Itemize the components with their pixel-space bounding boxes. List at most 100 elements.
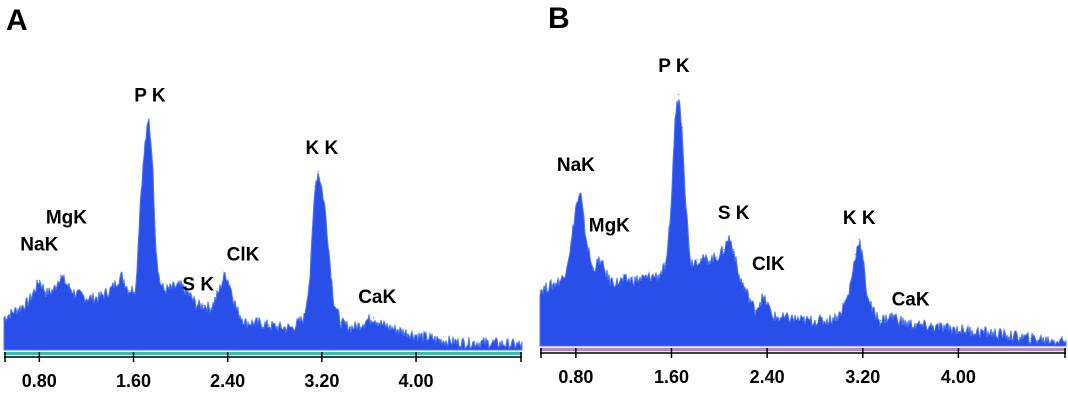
peak-label: ClK xyxy=(227,245,260,266)
spectrum-point xyxy=(1029,337,1031,339)
peak-label: P K xyxy=(658,56,690,77)
spectrum-point xyxy=(26,302,29,304)
spectrum-point xyxy=(280,327,282,329)
spectrum-point xyxy=(790,317,792,319)
spectrum-point xyxy=(1065,340,1067,342)
spectrum-point xyxy=(880,320,882,322)
panel-letter: A xyxy=(6,4,28,37)
spectrum-point xyxy=(723,248,725,251)
baseline-strip xyxy=(540,348,1066,351)
spectrum-point xyxy=(314,185,316,187)
spectrum-point xyxy=(778,317,780,319)
spectrum-point xyxy=(745,289,747,291)
x-tick-label: 0.80 xyxy=(22,371,57,391)
peak-label: MgK xyxy=(589,216,630,237)
baseline-strip xyxy=(4,352,522,355)
spectrum-point xyxy=(317,170,319,172)
spectrum-point xyxy=(761,297,764,299)
spectrum-point xyxy=(128,289,130,291)
spectrum-point xyxy=(148,118,150,120)
spectrum-point xyxy=(229,284,231,286)
spectrum-point xyxy=(674,116,676,119)
spectrum-point xyxy=(690,261,692,263)
spectrum-point xyxy=(328,250,330,252)
spectrum-point xyxy=(635,279,637,281)
x-tick-label: 3.20 xyxy=(845,367,880,387)
spectrum-point xyxy=(189,294,191,296)
spectrum-point xyxy=(521,344,523,346)
spectrum-point xyxy=(486,341,488,344)
spectrum-point xyxy=(623,279,625,281)
spectrum-point xyxy=(52,289,55,291)
spectrum-point xyxy=(462,341,464,344)
spectrum-area xyxy=(3,119,523,351)
spectrum-point xyxy=(681,127,683,129)
spectrum-point xyxy=(814,320,816,322)
spectrum-point xyxy=(158,279,160,281)
x-tick-label: 3.20 xyxy=(304,371,339,391)
spectrum-point xyxy=(155,245,157,247)
spectrum-point xyxy=(210,307,212,309)
peak-label: K K xyxy=(305,138,338,159)
peak-label: K K xyxy=(843,208,876,229)
spectrum-point xyxy=(563,276,565,278)
spectrum-point xyxy=(15,309,17,311)
spectrum-point xyxy=(647,276,649,278)
spectrum-point xyxy=(604,269,606,271)
spectrum-point xyxy=(34,289,36,291)
spectrum-point xyxy=(3,317,5,319)
spectrum-point xyxy=(865,289,868,291)
spectrum-point xyxy=(993,332,995,334)
peak-label: CaK xyxy=(358,287,396,308)
spectrum-point xyxy=(599,259,601,261)
spectrum-point xyxy=(666,264,668,266)
x-tick-label: 0.80 xyxy=(558,367,593,387)
spectrum-point xyxy=(38,279,40,281)
peak-label: NaK xyxy=(20,235,58,256)
spectrum-point xyxy=(244,322,246,324)
spectrum-point xyxy=(196,304,198,306)
spectrum-point xyxy=(678,94,680,96)
spectrum-point xyxy=(303,317,305,319)
spectrum-point xyxy=(324,210,326,212)
spectrum-point xyxy=(350,327,352,329)
spectrum-point xyxy=(109,289,111,291)
spectrum-point xyxy=(584,233,587,235)
x-tick-label: 2.40 xyxy=(750,367,785,387)
spectrum-point xyxy=(144,140,146,142)
spectrum-point xyxy=(862,256,864,258)
spectrum-point xyxy=(180,284,182,286)
x-tick-label: 4.00 xyxy=(941,367,976,387)
x-tick-label: 2.40 xyxy=(210,371,245,391)
spectrum-point xyxy=(224,272,226,274)
spectrum-panel-b: B 0.80 1.60 2.40 3.20 4.00 NaK MgK P K S K ClK K K C… xyxy=(539,2,1067,387)
spectrum-point xyxy=(236,309,238,311)
spectrum-point xyxy=(592,269,594,271)
spectrum-point xyxy=(121,274,123,277)
x-tick-label: 1.60 xyxy=(654,367,689,387)
spectrum-point xyxy=(340,322,342,324)
spectrum-point xyxy=(268,324,270,326)
spectrum-point xyxy=(333,299,335,301)
spectrum-point xyxy=(697,259,699,261)
peak-label: S K xyxy=(718,203,750,224)
spectrum-point xyxy=(754,309,756,312)
spectrum-point xyxy=(291,327,293,329)
spectrum-point xyxy=(570,243,572,245)
spectrum-point xyxy=(151,155,153,157)
spectrum-point xyxy=(309,274,311,277)
peak-label: S K xyxy=(182,274,214,295)
spectrum-point xyxy=(59,274,62,277)
spectrum-point xyxy=(771,314,773,317)
spectrum-point xyxy=(551,284,553,286)
spectrum-point xyxy=(892,314,894,317)
spectrum-panel-a: A 0.80 1.60 2.40 3.20 4.00 NaK MgK P K S K ClK K K C… xyxy=(3,4,523,391)
peak-label: NaK xyxy=(557,155,595,176)
spectrum-point xyxy=(847,294,850,296)
spectrum-point xyxy=(256,322,258,324)
spectrum-point xyxy=(382,324,384,326)
peak-label: ClK xyxy=(752,254,785,275)
panel-letter: B xyxy=(548,2,570,35)
spectrum-point xyxy=(74,292,76,294)
x-tick-label: 4.00 xyxy=(399,371,434,391)
